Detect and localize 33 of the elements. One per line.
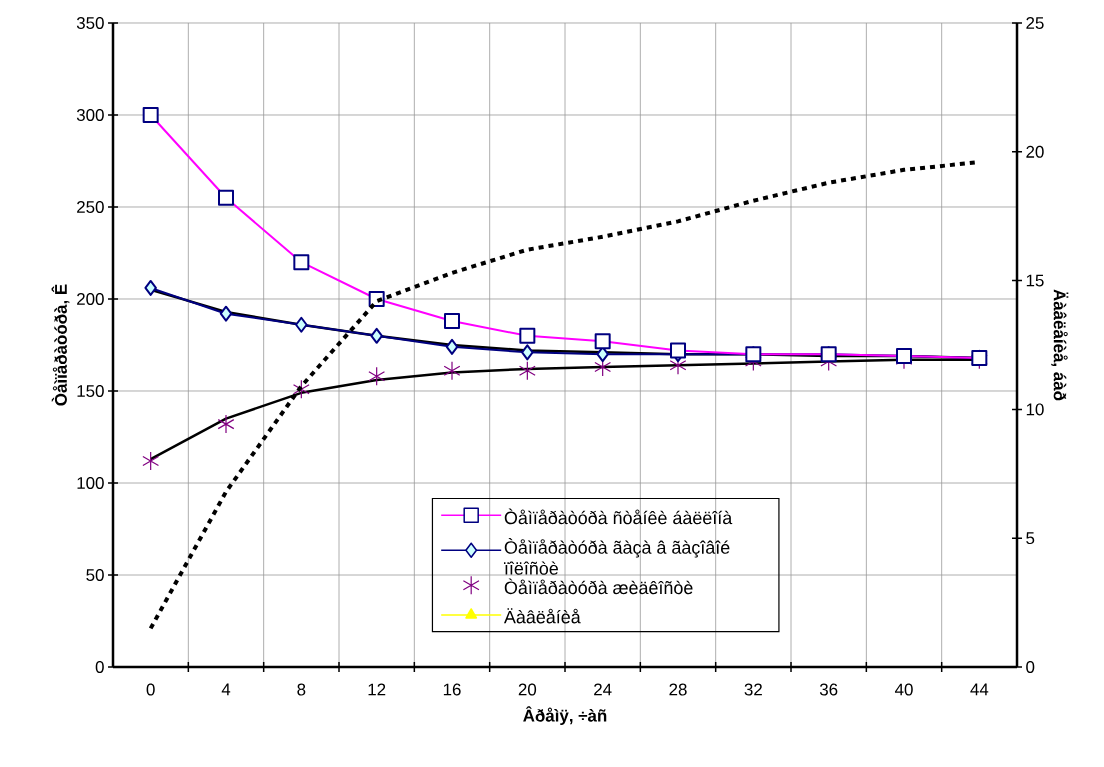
- y-tick-label: 100: [77, 477, 104, 489]
- legend-label: Äàâëåíèå: [503, 608, 581, 624]
- x-tick-label: 44: [970, 683, 989, 696]
- y-tick-label: 350: [76, 17, 104, 29]
- y-tick-label: 250: [77, 201, 104, 213]
- y2-tick-label: 10: [1026, 403, 1044, 416]
- y-tick-label: 200: [77, 293, 104, 305]
- y2-tick-label: 25: [1026, 17, 1044, 29]
- y-tick-label: 300: [76, 109, 104, 121]
- y2-tick-label: 0: [1026, 661, 1035, 673]
- y-tick-label: 50: [86, 569, 104, 581]
- x-tick-label: 40: [894, 683, 913, 696]
- y-tick-label: 0: [95, 661, 104, 673]
- legend-label: Òåìïåðàòóðà ãàçà â ãàçîâîé ïîëîñòè: [504, 538, 730, 575]
- x-tick-label: 24: [594, 683, 612, 696]
- y2-tick-label: 15: [1026, 274, 1044, 287]
- y-tick-label: 150: [77, 385, 104, 397]
- x-tick-label: 16: [443, 683, 461, 696]
- x-tick-label: 0: [146, 683, 155, 696]
- legend-label: Òåìïåðàòóðà ñòåíêè áàëëîíà: [504, 508, 733, 525]
- x-axis-title: Âðåìÿ, ÷àñ: [523, 706, 607, 726]
- y2-tick-label: 20: [1026, 145, 1044, 158]
- y2-tick-label: 5: [1026, 532, 1035, 545]
- x-tick-label: 32: [744, 683, 762, 696]
- x-tick-label: 28: [669, 683, 687, 696]
- x-tick-label: 20: [518, 683, 537, 696]
- x-tick-label: 4: [221, 683, 231, 696]
- x-tick-label: 12: [368, 683, 386, 696]
- y2-axis-title: Äàâëåíèå, áàð: [1051, 289, 1069, 401]
- legend-label: Òåìïåðàòóðà æèäêîñòè: [504, 578, 693, 595]
- x-tick-label: 8: [297, 683, 306, 696]
- x-tick-label: 36: [819, 683, 838, 696]
- y-axis-title: Òåìïåðàòóðà, Ê: [51, 284, 70, 406]
